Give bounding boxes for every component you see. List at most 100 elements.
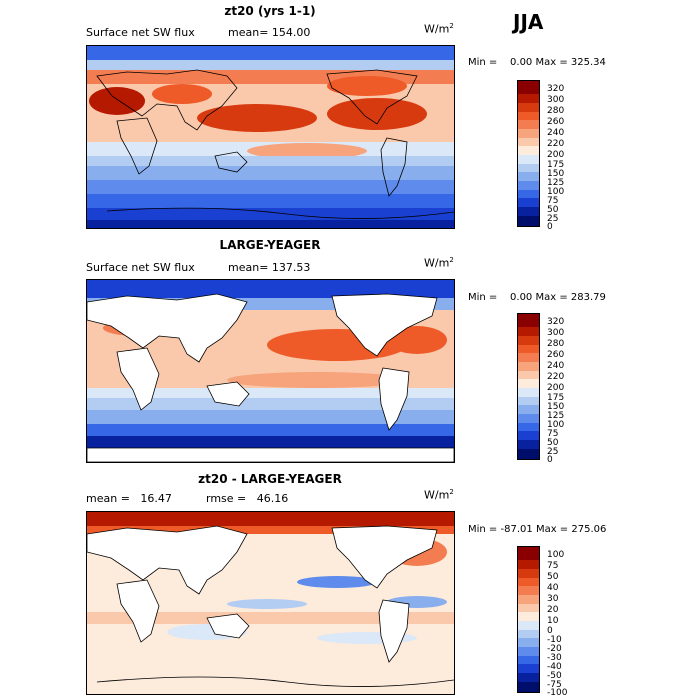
panel-2-min-max: Min = 0.00 Max = 283.79 [468,292,606,303]
colorbar-label: 280 [547,339,565,349]
panel-2-mean: mean= 137.53 [228,261,311,274]
colorbar-label: 220 [547,372,565,382]
colorbar-swatch [518,448,539,459]
colorbar-label: -20 [547,644,562,654]
panel-1-colorbar [517,80,540,227]
colorbar-label: 280 [547,106,565,116]
panel-1-variable: Surface net SW flux [86,26,195,39]
colorbar-swatch [518,146,539,155]
colorbar-swatch [518,414,539,423]
panel-3-units: W/m2 [424,488,454,502]
colorbar-swatch [518,189,539,199]
colorbar-swatch [518,431,539,441]
colorbar-swatch [518,681,539,692]
panel-1-units: W/m2 [424,22,454,36]
colorbar-label: -50 [547,671,562,681]
panel-1-min-max: Min = 0.00 Max = 325.34 [468,57,606,68]
colorbar-label: 100 [547,550,565,560]
colorbar-swatch [518,335,539,345]
colorbar-label: 260 [547,350,565,360]
colorbar-label: -100 [547,688,568,698]
colorbar-swatch [518,422,539,432]
colorbar-label: 320 [547,84,565,94]
colorbar-label: 240 [547,361,565,371]
colorbar-swatch [518,215,539,226]
colorbar-label: 220 [547,139,565,149]
season-label: JJA [513,10,544,34]
colorbar-swatch [518,647,539,656]
colorbar-label: 25 [547,214,559,224]
colorbar-swatch [518,128,539,138]
colorbar-label: -10 [547,635,562,645]
colorbar-swatch [518,137,539,147]
colorbar-label: 20 [547,605,559,615]
panel-3-colorbar [517,546,540,693]
colorbar-swatch [518,629,539,639]
colorbar-swatch [518,673,539,682]
colorbar-label: 75 [547,561,559,571]
colorbar-swatch [518,361,539,371]
colorbar-swatch [518,621,539,630]
colorbar-swatch [518,379,539,388]
colorbar-swatch [518,327,539,336]
colorbar-swatch [518,102,539,112]
colorbar-label: 150 [547,402,565,412]
colorbar-label: -30 [547,653,562,663]
panel-3-rmse: rmse = 46.16 [206,492,289,505]
panel-3-mean: mean = 16.47 [86,492,172,505]
colorbar-label: 150 [547,169,565,179]
colorbar-label: 50 [547,438,559,448]
colorbar-swatch [518,388,539,397]
panel-2-field [87,280,454,462]
colorbar-swatch [518,344,539,354]
panel-2-colorbar [517,313,540,460]
colorbar-swatch [518,181,539,190]
colorbar-swatch [518,120,539,129]
colorbar-label: 200 [547,383,565,393]
colorbar-label: 0 [547,455,553,465]
colorbar-label: 0 [547,626,553,636]
panel-3-title: zt20 - LARGE-YEAGER [198,472,342,486]
colorbar-swatch [518,568,539,578]
colorbar-swatch [518,586,539,595]
panel-1-title: zt20 (yrs 1-1) [224,4,316,18]
colorbar-swatch [518,638,539,648]
colorbar-label: 175 [547,160,565,170]
colorbar-label: 260 [547,117,565,127]
colorbar-swatch [518,664,539,674]
colorbar-swatch [518,81,539,95]
colorbar-swatch [518,603,539,613]
panel-1-map [86,45,455,229]
colorbar-swatch [518,314,539,328]
panel-2-units: W/m2 [424,256,454,270]
colorbar-swatch [518,560,539,569]
colorbar-label: -75 [547,680,562,690]
colorbar-swatch [518,94,539,103]
panel-3-field [87,512,454,694]
colorbar-swatch [518,396,539,406]
colorbar-swatch [518,577,539,587]
panel-2-map [86,279,455,463]
colorbar-swatch [518,370,539,380]
panel-3-map [86,511,455,695]
colorbar-label: 25 [547,447,559,457]
colorbar-swatch [518,612,539,621]
colorbar-swatch [518,155,539,164]
colorbar-swatch [518,163,539,173]
colorbar-label: 100 [547,420,565,430]
panel-2-variable: Surface net SW flux [86,261,195,274]
panel-1-mean: mean= 154.00 [228,26,311,39]
colorbar-label: 240 [547,128,565,138]
colorbar-label: 75 [547,196,559,206]
panel-3-min-max: Min = -87.01 Max = 275.06 [468,524,607,535]
colorbar-swatch [518,353,539,362]
colorbar-swatch [518,207,539,216]
colorbar-label: 30 [547,594,559,604]
colorbar-label: 125 [547,178,565,188]
colorbar-label: 10 [547,616,559,626]
colorbar-label: 300 [547,328,565,338]
colorbar-swatch [518,405,539,415]
colorbar-label: 125 [547,411,565,421]
colorbar-label: 40 [547,583,559,593]
colorbar-label: 320 [547,317,565,327]
